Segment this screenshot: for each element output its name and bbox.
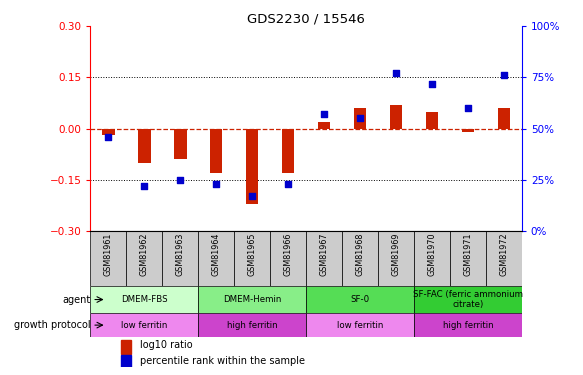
Point bbox=[391, 70, 401, 76]
Point bbox=[355, 116, 365, 122]
Text: high ferritin: high ferritin bbox=[442, 321, 493, 330]
Point bbox=[247, 193, 257, 199]
Text: log10 ratio: log10 ratio bbox=[140, 340, 192, 350]
Text: GSM81963: GSM81963 bbox=[175, 232, 185, 276]
Bar bbox=[234, 231, 270, 286]
Bar bbox=[246, 129, 258, 204]
Point bbox=[283, 181, 293, 187]
Text: growth protocol: growth protocol bbox=[14, 320, 90, 330]
Text: GSM81970: GSM81970 bbox=[427, 232, 437, 276]
Bar bbox=[121, 340, 131, 354]
Bar bbox=[306, 231, 342, 286]
Point bbox=[463, 105, 472, 111]
Bar bbox=[174, 129, 187, 159]
Text: GSM81964: GSM81964 bbox=[212, 232, 221, 276]
Bar bbox=[306, 314, 414, 337]
Bar bbox=[198, 314, 306, 337]
Text: low ferritin: low ferritin bbox=[337, 321, 383, 330]
Text: GSM81967: GSM81967 bbox=[319, 232, 329, 276]
Bar bbox=[270, 231, 306, 286]
Bar bbox=[210, 129, 223, 173]
Bar bbox=[90, 231, 127, 286]
Bar bbox=[378, 231, 414, 286]
Bar bbox=[426, 111, 438, 129]
Text: GSM81966: GSM81966 bbox=[283, 232, 293, 276]
Bar bbox=[198, 231, 234, 286]
Bar bbox=[497, 108, 510, 129]
Point bbox=[212, 181, 221, 187]
Text: DMEM-FBS: DMEM-FBS bbox=[121, 295, 167, 304]
Bar bbox=[414, 286, 522, 314]
Text: SF-FAC (ferric ammonium
citrate): SF-FAC (ferric ammonium citrate) bbox=[413, 290, 523, 309]
Text: GSM81965: GSM81965 bbox=[248, 232, 257, 276]
Point bbox=[427, 81, 437, 87]
Bar bbox=[306, 286, 414, 314]
Text: agent: agent bbox=[62, 294, 90, 304]
Bar bbox=[389, 105, 402, 129]
Bar bbox=[162, 231, 198, 286]
Bar bbox=[318, 122, 331, 129]
Bar bbox=[282, 129, 294, 173]
Text: GSM81962: GSM81962 bbox=[140, 232, 149, 276]
Title: GDS2230 / 15546: GDS2230 / 15546 bbox=[247, 12, 365, 25]
Bar bbox=[127, 231, 162, 286]
Point bbox=[139, 183, 149, 189]
Bar bbox=[121, 355, 131, 369]
Text: DMEM-Hemin: DMEM-Hemin bbox=[223, 295, 282, 304]
Text: GSM81961: GSM81961 bbox=[104, 232, 113, 276]
Text: percentile rank within the sample: percentile rank within the sample bbox=[140, 356, 305, 366]
Bar bbox=[198, 286, 306, 314]
Point bbox=[104, 134, 113, 140]
Bar bbox=[90, 314, 198, 337]
Text: SF-0: SF-0 bbox=[350, 295, 370, 304]
Bar bbox=[342, 231, 378, 286]
Bar bbox=[462, 129, 474, 132]
Text: GSM81969: GSM81969 bbox=[391, 232, 401, 276]
Point bbox=[499, 72, 508, 78]
Text: GSM81972: GSM81972 bbox=[499, 232, 508, 276]
Text: low ferritin: low ferritin bbox=[121, 321, 167, 330]
Bar bbox=[354, 108, 366, 129]
Bar bbox=[138, 129, 150, 163]
Text: high ferritin: high ferritin bbox=[227, 321, 278, 330]
Bar bbox=[102, 129, 115, 135]
Point bbox=[175, 177, 185, 183]
Bar bbox=[414, 314, 522, 337]
Point bbox=[319, 111, 329, 117]
Bar bbox=[414, 231, 450, 286]
Text: GSM81971: GSM81971 bbox=[463, 232, 472, 276]
Text: GSM81968: GSM81968 bbox=[356, 232, 364, 276]
Bar bbox=[90, 286, 198, 314]
Bar bbox=[450, 231, 486, 286]
Bar bbox=[486, 231, 522, 286]
